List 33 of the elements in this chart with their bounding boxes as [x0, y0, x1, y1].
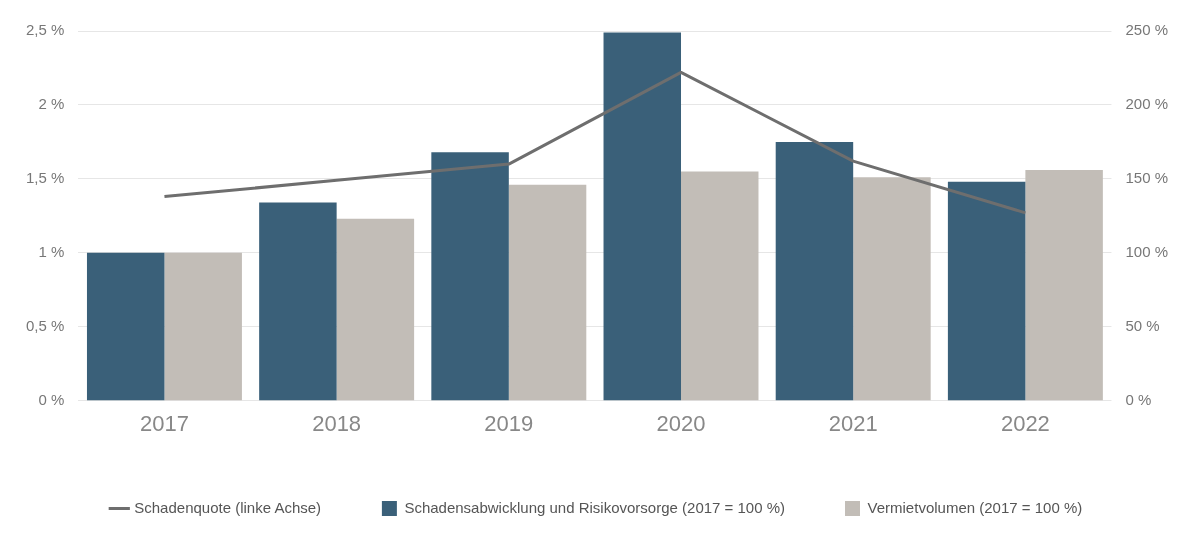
y-tick-label: 2,5 %	[26, 21, 65, 39]
bar	[853, 177, 931, 401]
y2-tick-label: 100 %	[1125, 242, 1169, 260]
bar	[681, 171, 759, 401]
y2-tick-label: 250 %	[1125, 21, 1169, 39]
y-tick-label: 0 %	[38, 390, 65, 408]
y2-tick-label: 50 %	[1125, 316, 1160, 334]
bar	[775, 141, 854, 401]
x-tick-label: 2022	[1000, 410, 1050, 436]
bar	[508, 184, 587, 401]
x-tick-label: 2020	[656, 410, 706, 436]
y-tick-label: 0,5 %	[26, 316, 65, 334]
bar	[164, 252, 242, 401]
legend-label: Schadenquote (linke Achse)	[134, 498, 322, 516]
y2-tick-label: 200 %	[1125, 95, 1169, 113]
y-tick-label: 1 %	[38, 242, 65, 260]
bar	[947, 181, 1026, 401]
bar	[259, 202, 337, 401]
y-tick-label: 2 %	[38, 95, 65, 113]
legend-label: Vermietvolumen (2017 = 100 %)	[867, 498, 1083, 516]
bar	[1025, 169, 1103, 401]
legend-label: Schadensabwicklung und Risikovorsorge (2017 = 100 %)	[404, 498, 786, 516]
bar	[336, 218, 415, 401]
y2-tick-label: 150 %	[1125, 168, 1169, 186]
x-tick-label: 2021	[828, 410, 878, 436]
y-tick-label: 1,5 %	[26, 168, 65, 186]
x-tick-label: 2018	[312, 410, 362, 436]
x-tick-label: 2019	[484, 410, 534, 436]
bar	[603, 32, 682, 401]
bar	[431, 152, 509, 401]
y2-tick-label: 0 %	[1125, 390, 1152, 408]
bar	[86, 252, 165, 401]
x-tick-label: 2017	[139, 410, 189, 436]
